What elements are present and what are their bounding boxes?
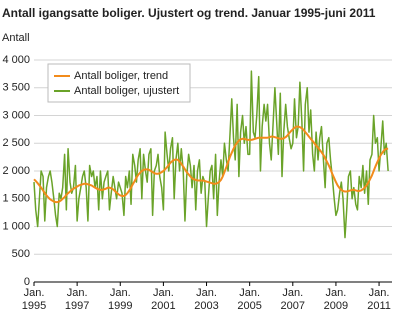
x-tick-label: 2003 bbox=[194, 300, 218, 312]
x-tick-label: 2011 bbox=[367, 300, 391, 312]
y-tick-label: 2 000 bbox=[2, 165, 30, 177]
x-tick-label: 2005 bbox=[237, 300, 261, 312]
x-tick-label: 1997 bbox=[65, 300, 89, 312]
x-tick-label: Jan. bbox=[110, 287, 131, 299]
chart-title: Antall igangsatte boliger. Ujustert og t… bbox=[2, 6, 376, 20]
x-tick-label: Jan. bbox=[282, 287, 303, 299]
y-tick-label: 1 500 bbox=[2, 193, 30, 205]
y-tick-label: 1 000 bbox=[2, 220, 30, 232]
series-line bbox=[33, 125, 389, 204]
y-tick-label: 0 bbox=[24, 276, 30, 288]
y-tick-label: 3 000 bbox=[2, 109, 30, 121]
x-tick-label: Jan. bbox=[67, 287, 88, 299]
x-tick-label: 2007 bbox=[281, 300, 305, 312]
x-tick-label: Jan. bbox=[196, 287, 217, 299]
legend-label: Antall boliger, trend bbox=[74, 70, 168, 82]
y-tick-label: 4 000 bbox=[2, 54, 30, 66]
legend-box bbox=[47, 63, 191, 103]
y-tick-label: 3 500 bbox=[2, 82, 30, 94]
x-tick-label: 1999 bbox=[108, 300, 132, 312]
x-tick-label: 1995 bbox=[22, 300, 46, 312]
legend-label: Antall boliger, ujustert bbox=[74, 85, 179, 97]
x-tick-label: Jan. bbox=[153, 287, 174, 299]
x-tick-label: Jan. bbox=[24, 287, 45, 299]
y-tick-label: 2 500 bbox=[2, 137, 30, 149]
series-line bbox=[33, 70, 389, 239]
x-tick-label: Jan. bbox=[239, 287, 260, 299]
y-axis-label: Antall bbox=[2, 32, 30, 44]
y-tick-label: 500 bbox=[12, 248, 30, 260]
x-tick-label: 2001 bbox=[151, 300, 175, 312]
x-tick-label: 2009 bbox=[324, 300, 348, 312]
x-tick-label: Jan. bbox=[326, 287, 347, 299]
x-tick-label: Jan. bbox=[369, 287, 390, 299]
